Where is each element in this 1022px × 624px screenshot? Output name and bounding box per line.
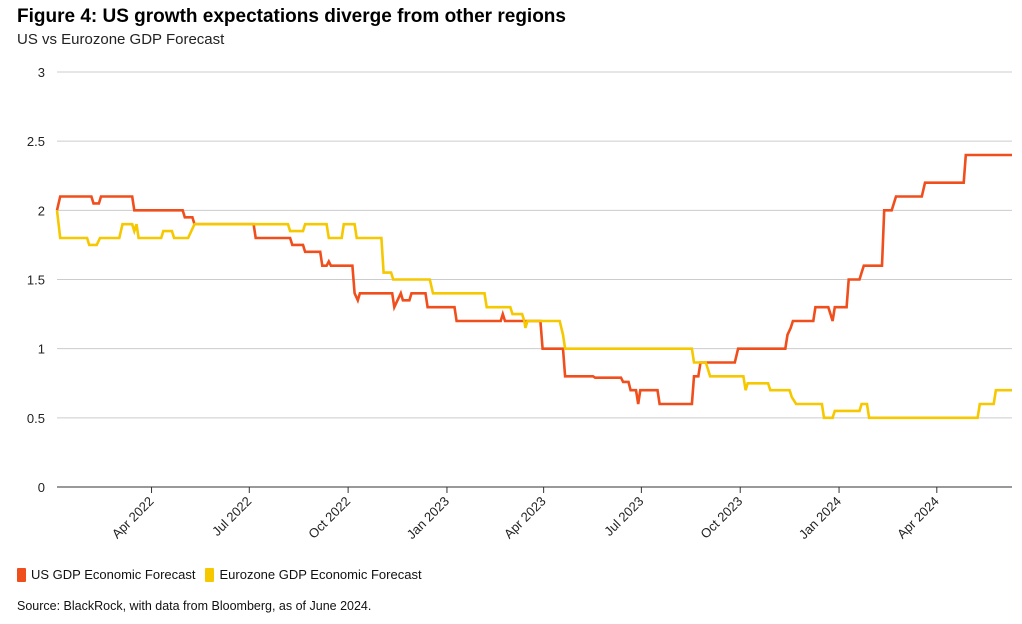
chart-title: Figure 4: US growth expectations diverge… xyxy=(17,6,566,27)
y-tick-label: 3 xyxy=(38,65,45,80)
legend-swatch-eurozone xyxy=(205,567,215,582)
line-chart: 0 0.5 1 1.5 2 2.5 3 Apr 2022 Jul 2022 Oct 2022 Ja… xyxy=(27,65,1012,542)
eurozone-gdp-forecast-line xyxy=(55,210,1012,420)
x-tick-label: Apr 2023 xyxy=(501,494,549,542)
gridlines xyxy=(57,71,1012,419)
legend-swatch-us xyxy=(17,567,26,582)
us-gdp-forecast-line xyxy=(55,153,1012,406)
x-tick-label: Jan 2024 xyxy=(796,494,844,542)
y-tick-label: 0.5 xyxy=(27,411,45,426)
x-tick-label: Jul 2022 xyxy=(209,494,254,539)
y-tick-label: 2 xyxy=(38,203,45,218)
y-axis-ticks: 0 0.5 1 1.5 2 2.5 3 xyxy=(27,65,45,495)
y-tick-label: 0 xyxy=(38,480,45,495)
legend-item-eurozone: Eurozone GDP Economic Forecast xyxy=(205,567,422,582)
x-tick-label: Jan 2023 xyxy=(404,494,452,542)
chart-subtitle: US vs Eurozone GDP Forecast xyxy=(17,31,225,48)
x-tick-label: Apr 2022 xyxy=(109,494,157,542)
x-tick-label: Oct 2023 xyxy=(697,494,745,542)
legend: US GDP Economic Forecast Eurozone GDP Ec… xyxy=(17,567,432,582)
x-axis: Apr 2022 Jul 2022 Oct 2022 Jan 2023 Apr 2023… xyxy=(57,486,1012,542)
y-tick-label: 2.5 xyxy=(27,134,45,149)
y-tick-label: 1.5 xyxy=(27,273,45,288)
series-lines xyxy=(55,153,1012,420)
legend-label-eurozone: Eurozone GDP Economic Forecast xyxy=(219,567,422,582)
y-tick-label: 1 xyxy=(38,342,45,357)
source-note: Source: BlackRock, with data from Bloomb… xyxy=(17,599,372,613)
x-tick-label: Jul 2023 xyxy=(601,494,646,539)
x-tick-label: Oct 2022 xyxy=(305,494,353,542)
legend-item-us: US GDP Economic Forecast xyxy=(17,567,195,582)
x-tick-label: Apr 2024 xyxy=(894,494,942,542)
legend-label-us: US GDP Economic Forecast xyxy=(31,567,196,582)
